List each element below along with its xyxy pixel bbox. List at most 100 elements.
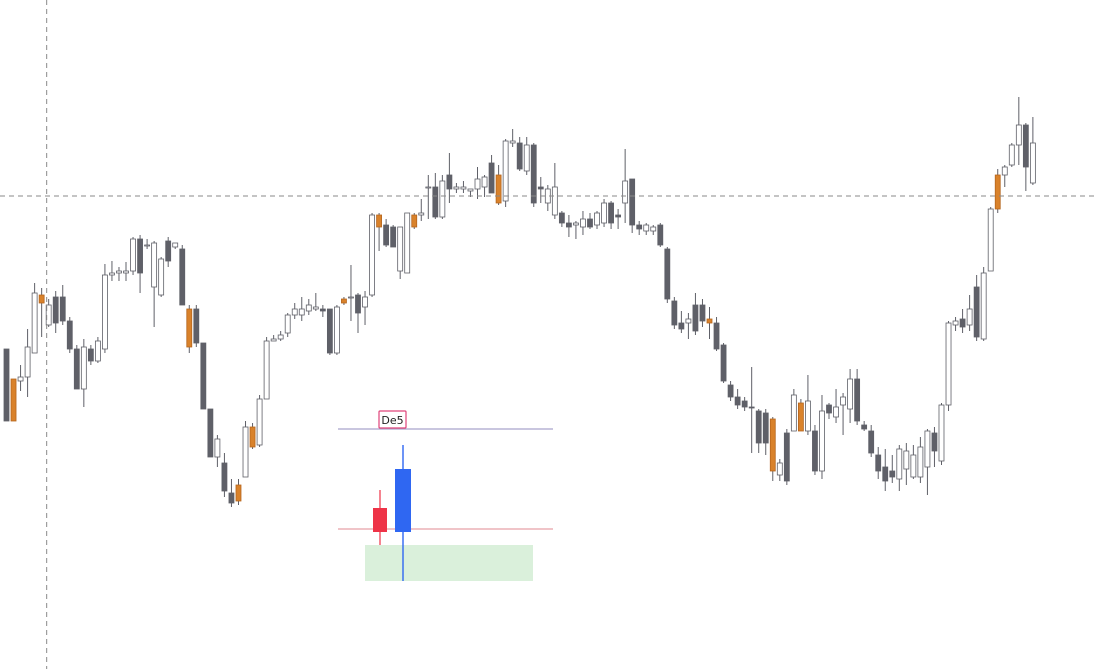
candle-body	[59, 296, 66, 322]
candle	[980, 267, 987, 341]
candle	[622, 149, 629, 223]
candle-body	[706, 318, 713, 324]
candle	[755, 409, 762, 453]
candle-body	[158, 258, 165, 296]
candle	[875, 447, 882, 479]
candle-body	[537, 186, 544, 190]
candle	[235, 479, 242, 505]
candle	[474, 167, 481, 199]
candle-body	[1001, 166, 1008, 176]
candle	[847, 369, 853, 423]
candle	[460, 181, 467, 193]
candle-body	[629, 178, 636, 226]
candle	[706, 307, 713, 339]
candle-body	[73, 348, 80, 390]
candle	[551, 163, 558, 219]
candle-body	[601, 202, 607, 224]
candle	[221, 453, 228, 497]
candle	[144, 239, 151, 249]
candle-body	[312, 306, 319, 310]
candle-body	[221, 462, 228, 492]
pattern-annotation: De5	[338, 410, 553, 581]
candle-body	[741, 400, 748, 408]
candle	[453, 183, 460, 193]
candle-body	[938, 404, 945, 462]
candle-body	[383, 224, 390, 246]
candle-body	[404, 212, 411, 274]
candle-body	[776, 462, 783, 476]
candle	[165, 237, 172, 267]
candle-body	[207, 408, 214, 458]
candle-body	[17, 376, 24, 382]
candle	[312, 293, 319, 311]
candle-body	[432, 186, 439, 218]
candle	[228, 479, 235, 507]
candle	[882, 449, 889, 491]
candle-body	[875, 454, 882, 472]
candle	[397, 226, 404, 279]
candle	[418, 199, 425, 221]
candles-layer	[3, 97, 1036, 507]
candle	[439, 175, 446, 219]
candle-body	[903, 450, 910, 470]
candle-body	[769, 418, 776, 472]
candle	[200, 342, 207, 410]
candle-body	[474, 178, 481, 190]
candle-body	[980, 272, 987, 340]
candle	[425, 175, 432, 219]
candle-body	[910, 454, 917, 478]
candle-body	[826, 404, 832, 414]
candle	[629, 178, 636, 233]
candle-body	[755, 410, 762, 444]
candle-body	[151, 242, 158, 288]
candle-body	[284, 314, 291, 334]
candle-body	[551, 186, 558, 216]
candle	[355, 293, 361, 333]
candle	[636, 221, 643, 235]
candle	[783, 429, 790, 485]
candle	[207, 408, 214, 458]
candle-body	[558, 212, 565, 224]
candle	[601, 199, 607, 227]
candle-body	[298, 308, 305, 316]
candle-body	[720, 344, 727, 382]
pattern-bear-body	[373, 508, 387, 532]
candle-body	[566, 222, 572, 228]
candle-body	[326, 308, 333, 354]
candle	[819, 395, 825, 479]
candle-body	[172, 242, 179, 248]
candle	[748, 367, 755, 453]
candle-body	[580, 218, 586, 228]
candle	[17, 365, 24, 391]
candle	[502, 139, 509, 207]
candle	[769, 417, 776, 481]
candle	[495, 165, 502, 205]
candle	[797, 399, 804, 432]
candle-body	[805, 400, 811, 432]
candle-body	[495, 174, 502, 204]
candle-body	[348, 296, 354, 299]
candle-body	[797, 402, 804, 432]
candle-body	[896, 448, 903, 480]
candle-body	[109, 272, 115, 276]
candle	[376, 213, 382, 251]
candle	[277, 331, 284, 341]
candle-body	[516, 142, 523, 170]
candle	[383, 219, 390, 247]
candle	[52, 291, 59, 333]
candle-body	[179, 248, 186, 306]
candle	[903, 443, 910, 485]
candle	[566, 215, 572, 237]
candle	[94, 337, 101, 363]
candle	[446, 153, 453, 203]
candle-body	[783, 432, 790, 482]
candle-body	[748, 406, 755, 409]
candle-body	[369, 214, 375, 296]
candle	[38, 288, 45, 337]
candle-body	[137, 238, 143, 274]
candle-body	[587, 218, 593, 228]
candle-body	[1008, 144, 1015, 166]
candle	[776, 459, 783, 481]
